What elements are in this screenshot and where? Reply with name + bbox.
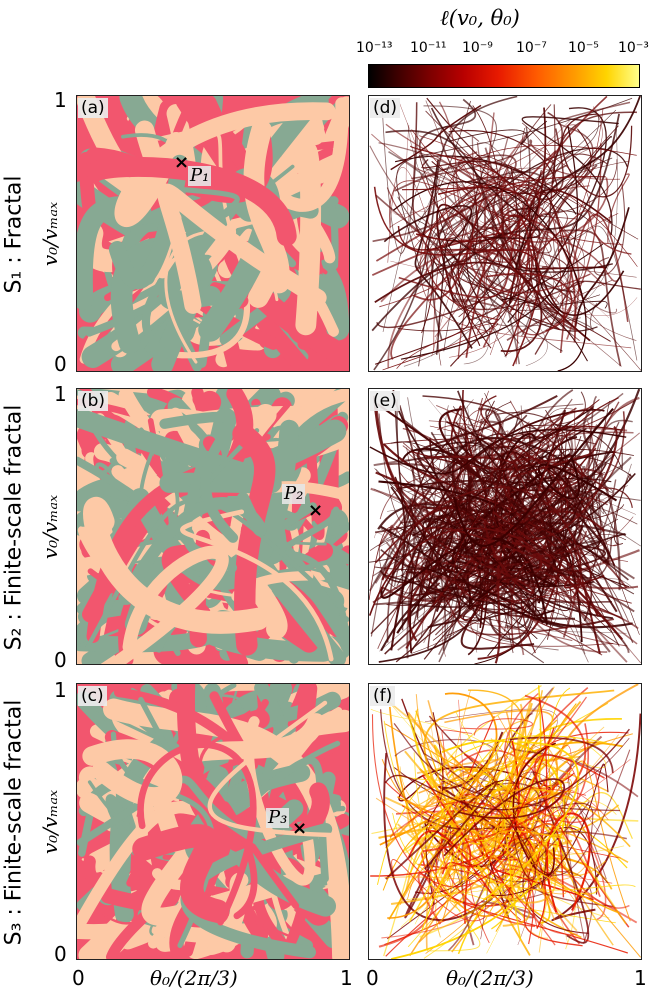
panel-label-a: (a) [78,98,108,118]
colorbar-tick: 10⁻⁵ [568,40,599,56]
row-label-s2: S₂ : Finite-scale fractal [1,404,27,651]
point-label-p2: P₂ [282,483,306,504]
x-tick-0: 0 [366,966,379,990]
x-tick-1: 1 [340,966,353,990]
point-label-p1: P₁ [188,165,212,186]
colorbar-tick: 10⁻¹³ [356,40,393,56]
basin-panel-a [76,95,350,372]
row-label-s3: S₃ : Finite-scale fractal [1,699,27,946]
length-panel-d [368,95,642,372]
y-tick-1: 1 [54,88,67,112]
x-axis-label: θ₀/(2π/3) [446,966,534,990]
basin-panel-b [76,388,350,665]
basin-panel-c [76,683,350,960]
panel-label-e: (e) [370,391,400,411]
y-tick-0: 0 [54,942,67,966]
x-axis-label: θ₀/(2π/3) [150,966,238,990]
y-axis-label: v₀/vₘₐₓ [38,789,62,855]
colorbar-tick: 10⁻⁹ [462,40,493,56]
colorbar-tick: 10⁻⁷ [516,40,547,56]
length-panel-f [368,683,642,960]
y-tick-0: 0 [54,648,67,672]
panel-label-f: (f) [370,686,396,706]
x-tick-1: 1 [634,966,647,990]
y-axis-label: v₀/vₘₐₓ [38,201,62,267]
colorbar [368,64,640,88]
y-axis-label: v₀/vₘₐₓ [38,494,62,560]
point-marker-p2: × [308,500,324,521]
point-label-p3: P₃ [266,807,290,828]
colorbar-tick: 10⁻³ [618,40,649,56]
panel-label-d: (d) [370,98,401,118]
y-tick-1: 1 [54,678,67,702]
row-label-s1: S₁ : Fractal [1,175,27,294]
panel-label-c: (c) [78,686,107,706]
colorbar-tick: 10⁻¹¹ [410,40,447,56]
colorbar-title: ℓ(v₀, θ₀) [440,6,520,30]
x-tick-0: 0 [72,966,85,990]
y-tick-1: 1 [54,382,67,406]
point-marker-p3: × [292,818,308,839]
point-marker-p1: × [174,152,190,173]
length-panel-e [368,388,642,665]
y-tick-0: 0 [54,352,67,376]
panel-label-b: (b) [78,391,109,411]
